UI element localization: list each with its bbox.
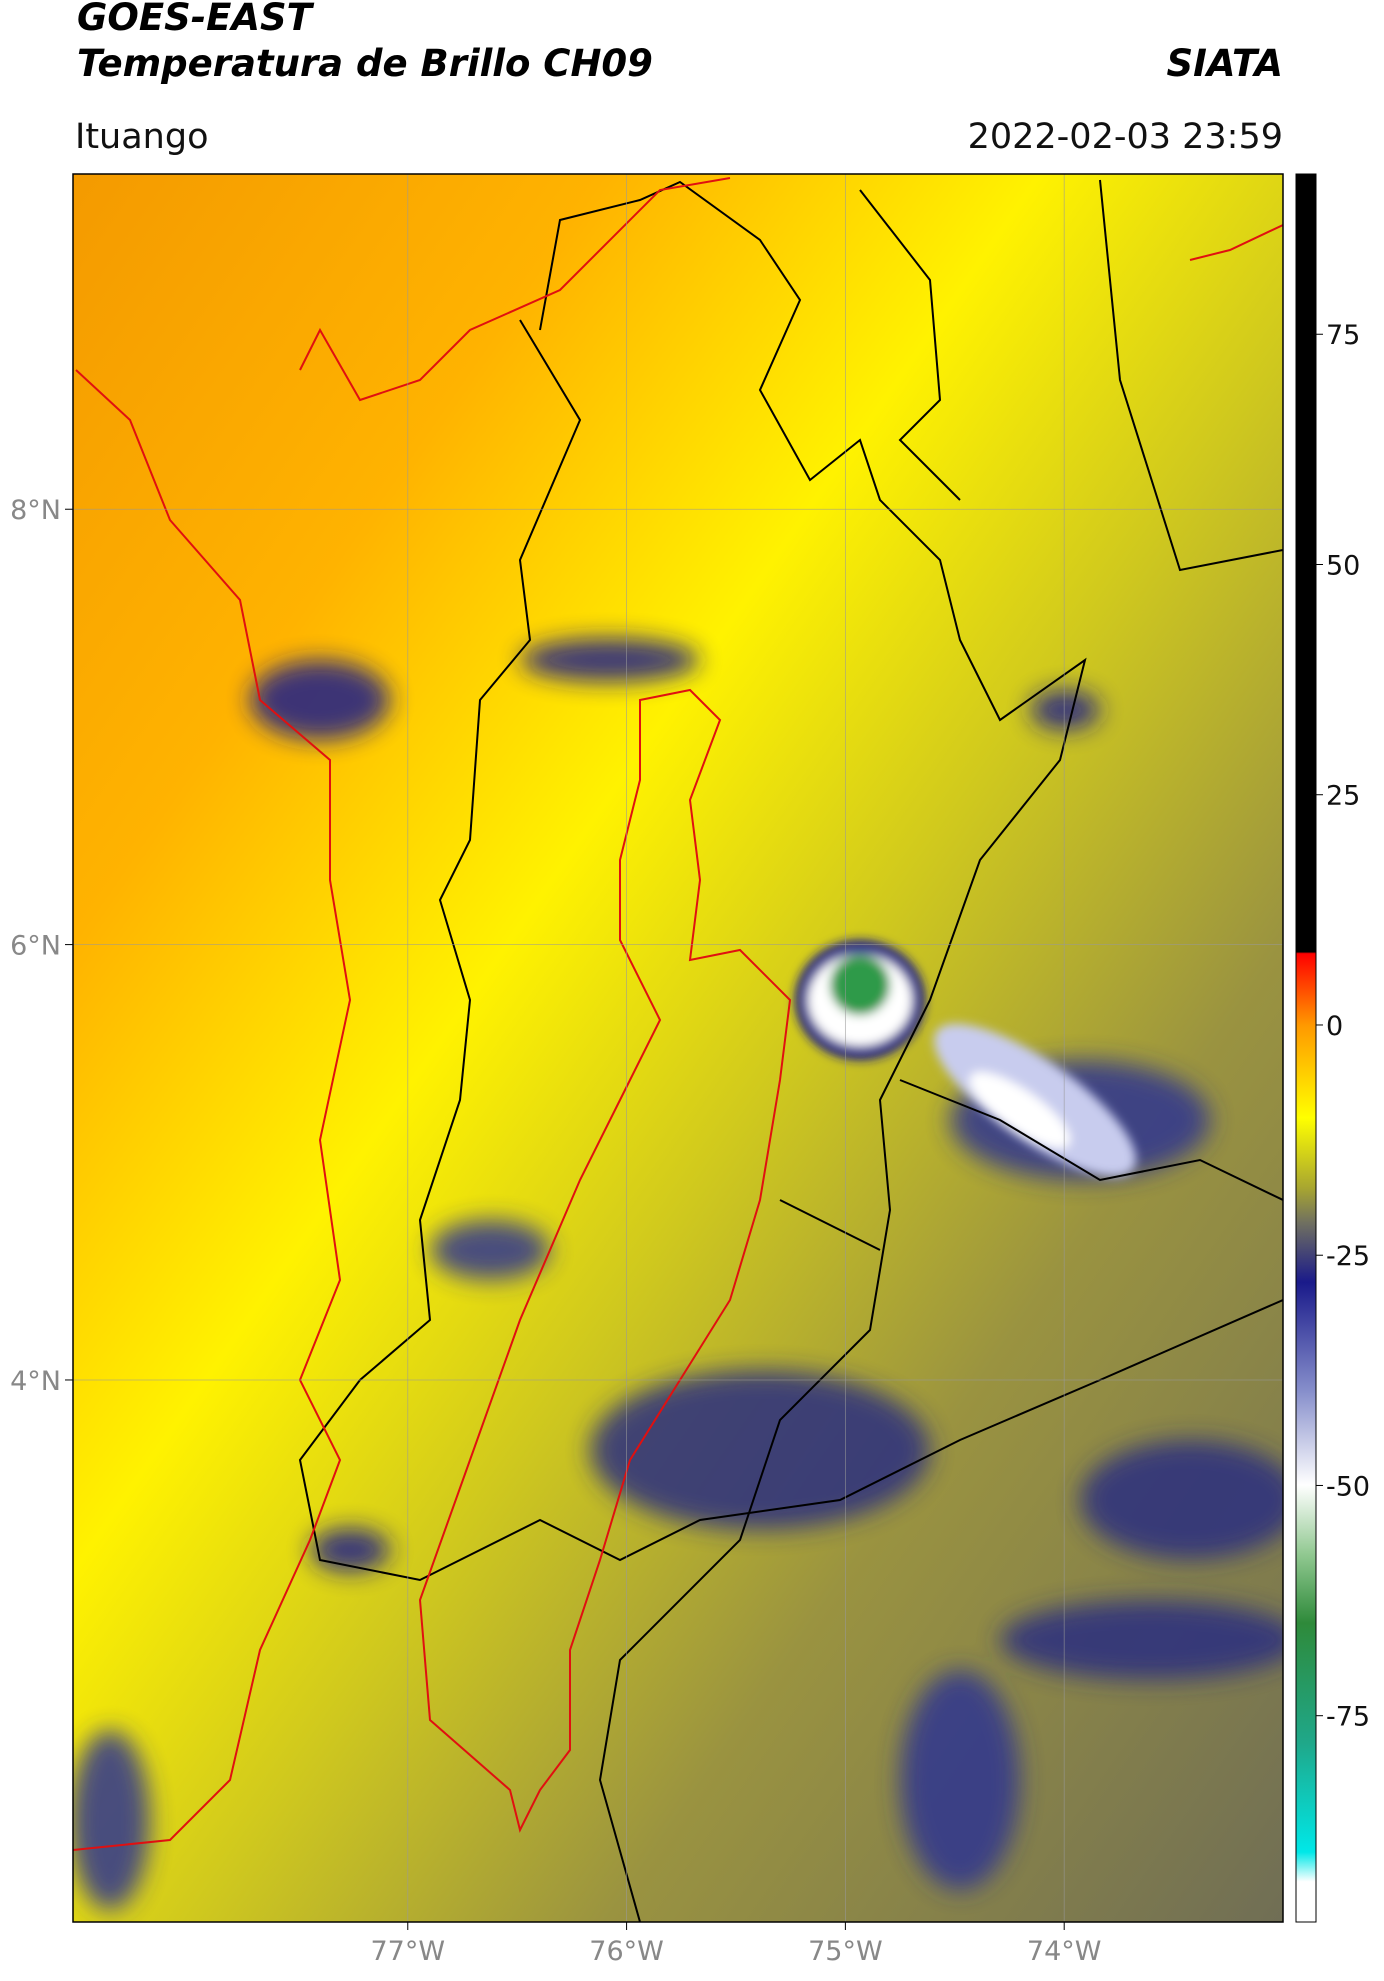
subtitle: Temperatura de Brillo CH09 [77,42,653,85]
x-tick-label: 77°W [370,1936,445,1967]
colorbar-label: -25 [1326,1241,1370,1272]
map-frame [72,173,1284,1923]
colorbar-label: 0 [1326,1011,1343,1042]
x-tick-label: 75°W [808,1936,883,1967]
colorbar-label: -75 [1326,1702,1370,1733]
y-tick-label: 4°N [10,1366,61,1397]
location: Ituango [75,117,209,157]
grid [73,174,1283,1922]
map-imagery [73,174,1283,1922]
colorbar-label: 75 [1326,320,1360,351]
y-tick-label: 8°N [10,495,61,526]
x-tick-label: 74°W [1027,1936,1102,1967]
colorbar-label: -50 [1326,1471,1370,1502]
y-tick-label: 6°N [10,931,61,962]
colorbar-label: 25 [1326,781,1360,812]
colorbar-label: 50 [1326,550,1360,581]
title: GOES-EAST [77,0,315,39]
timestamp: 2022-02-03 23:59 [968,117,1283,157]
boundaries [73,177,1283,1922]
brand: SIATA [1166,42,1283,85]
colorbar [1295,173,1317,1923]
x-tick-label: 76°W [589,1936,664,1967]
